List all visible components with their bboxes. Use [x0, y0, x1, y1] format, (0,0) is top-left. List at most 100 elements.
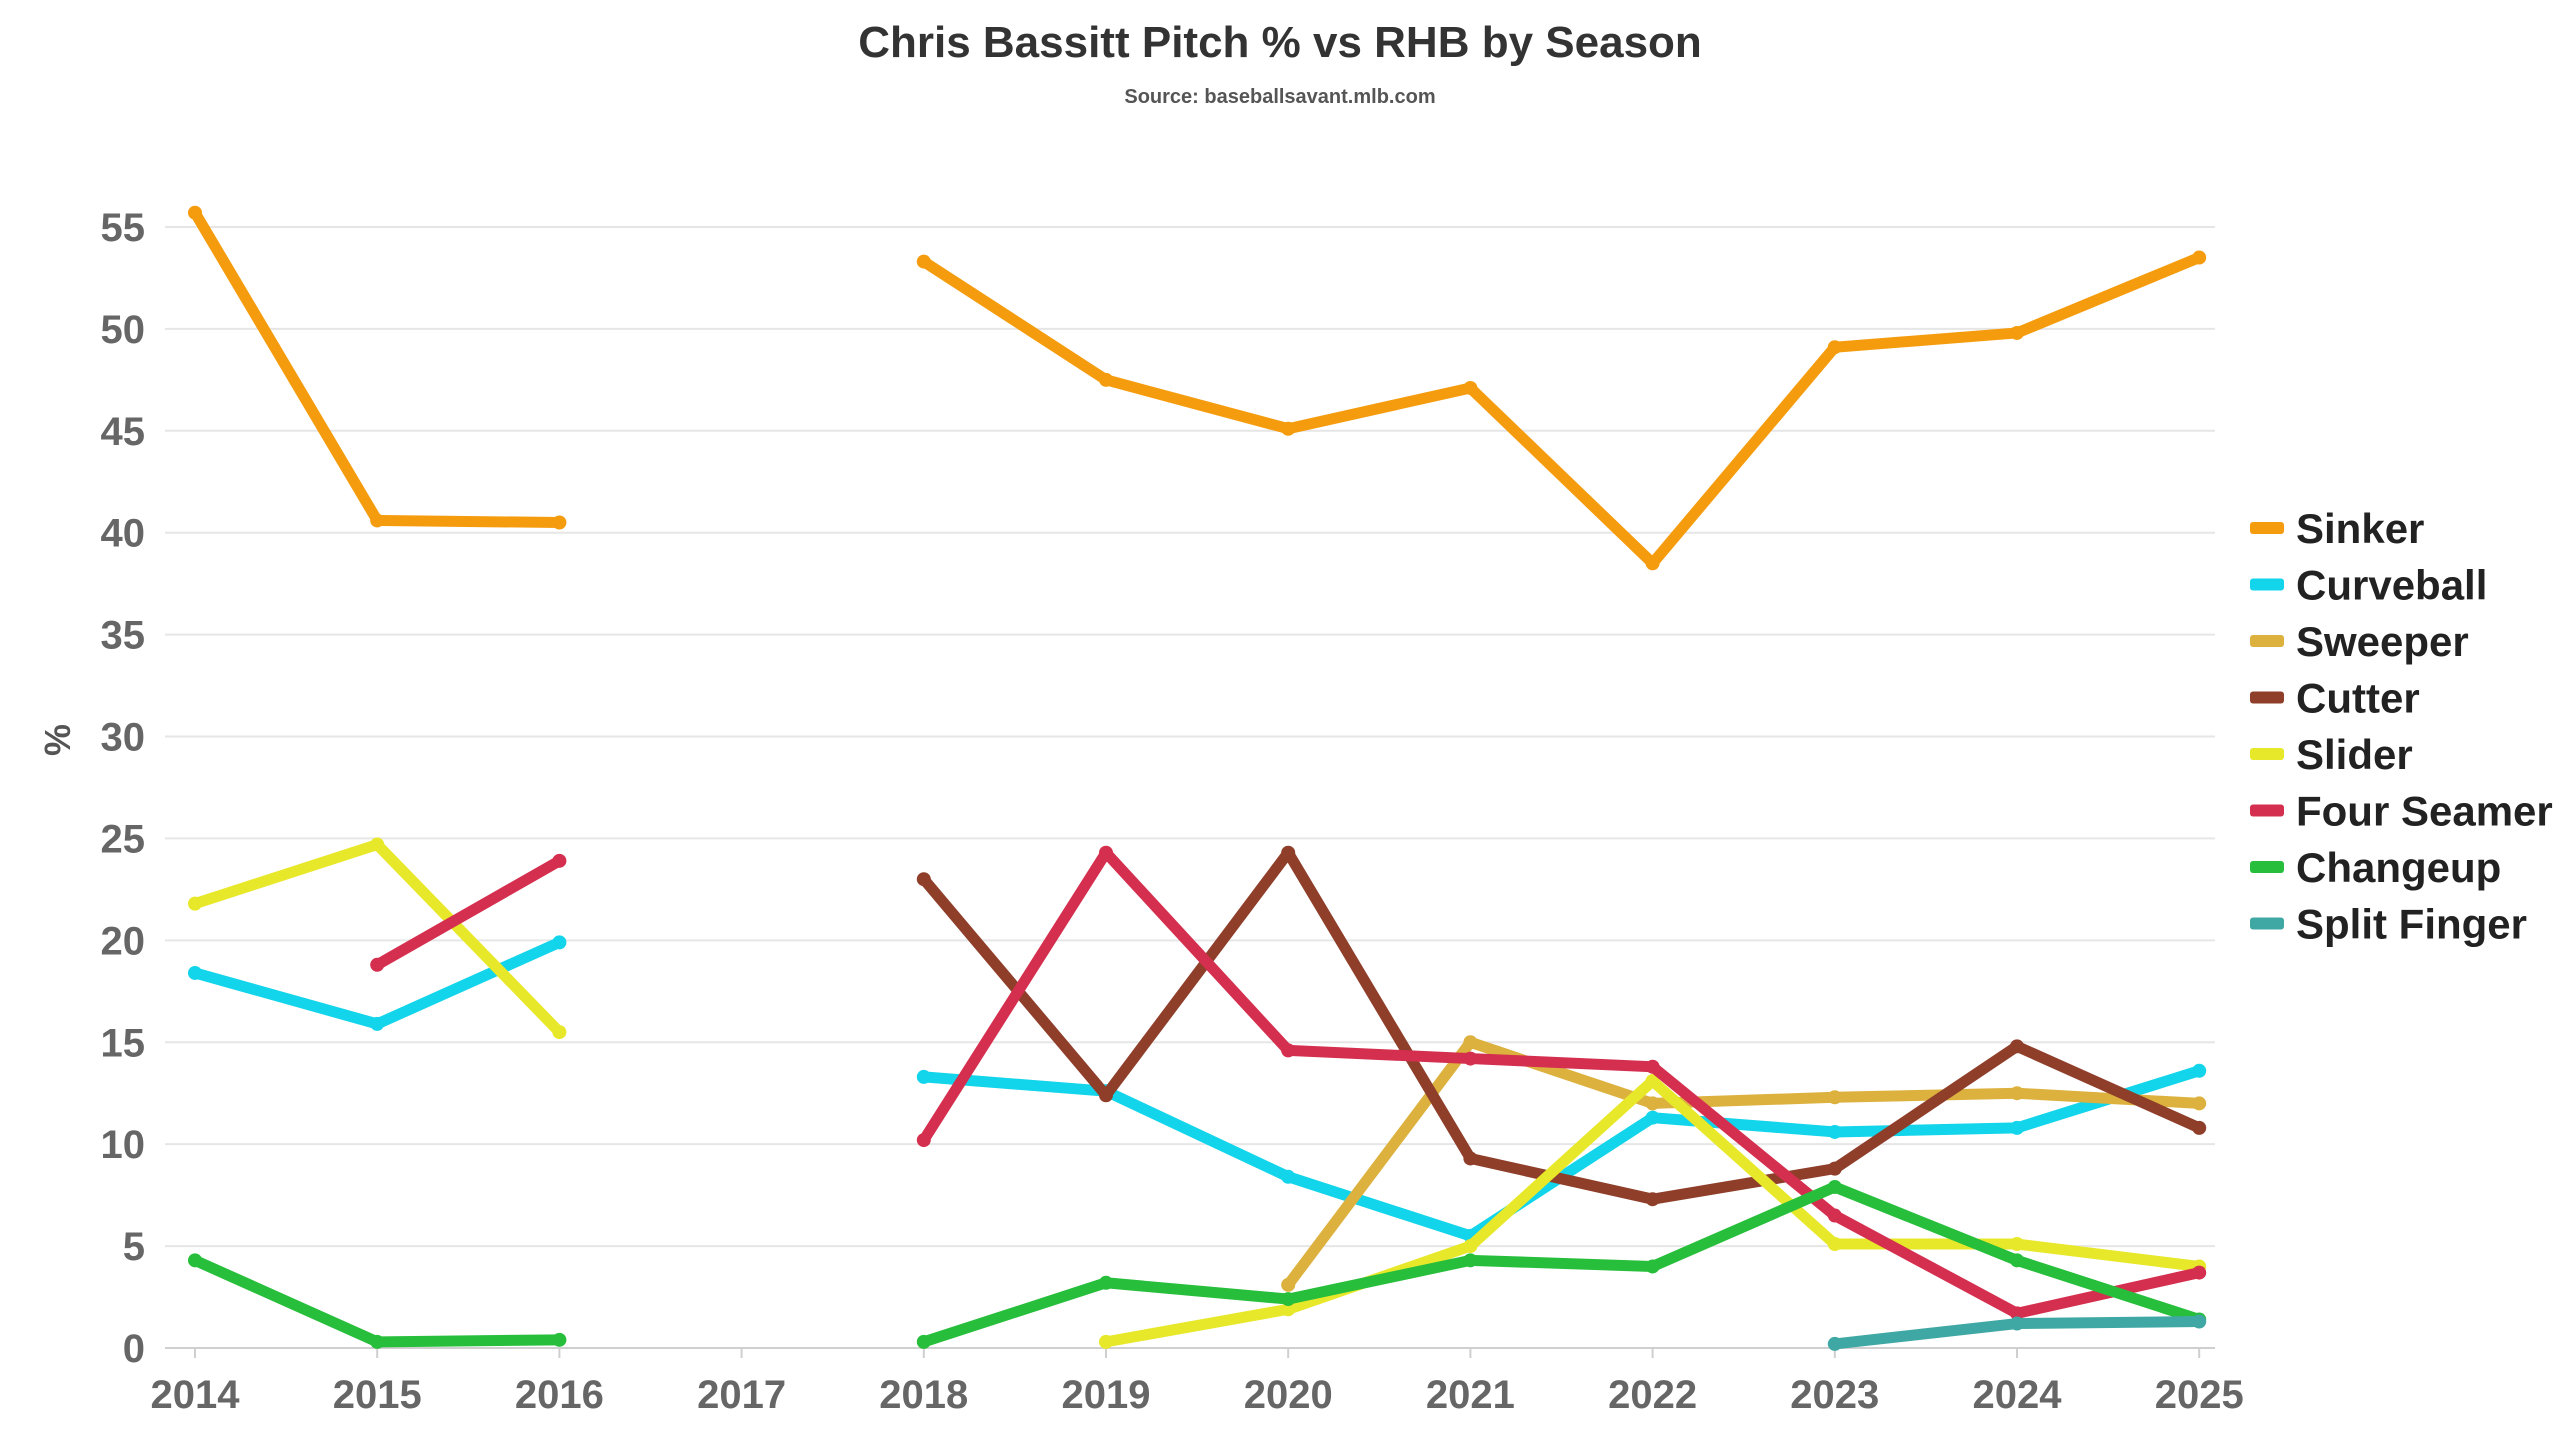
legend-item: Slider [2250, 731, 2413, 778]
data-point [2010, 1306, 2024, 1321]
data-point [2192, 1096, 2207, 1111]
legend-label: Four Seamer [2296, 788, 2553, 835]
y-tick-label: 25 [101, 817, 146, 861]
data-point [552, 853, 567, 868]
x-tick-label: 2016 [515, 1373, 604, 1417]
legend-label: Sweeper [2296, 618, 2469, 665]
legend-label: Curveball [2296, 562, 2487, 609]
data-point [552, 1332, 567, 1347]
data-point [1827, 1161, 1842, 1176]
data-point [1281, 1302, 1296, 1317]
data-point [1645, 556, 1660, 571]
y-tick-label: 45 [101, 410, 146, 454]
x-tick-label: 2023 [1790, 1373, 1879, 1417]
data-point [2010, 1120, 2024, 1135]
series-lines [188, 205, 2207, 1351]
data-point [2010, 1086, 2024, 1101]
y-tick-label: 40 [101, 512, 146, 556]
data-point [1281, 1292, 1296, 1307]
y-tick-label: 55 [101, 206, 146, 250]
series-sweeper [1281, 1035, 2207, 1292]
data-point [1827, 1336, 1842, 1351]
data-point [2010, 325, 2024, 340]
legend-label: Slider [2296, 731, 2413, 778]
series-line [189, 207, 565, 529]
x-tick-label: 2019 [1062, 1373, 1151, 1417]
legend-item: Split Finger [2250, 901, 2527, 948]
data-point [370, 513, 385, 528]
data-point [188, 1253, 202, 1268]
data-point [1281, 421, 1296, 436]
data-point [1463, 380, 1478, 395]
legend-item: Four Seamer [2250, 788, 2553, 835]
data-point [2192, 1265, 2207, 1280]
legend: Sinker Curveball Sweeper Cutter Slider Four S… [2250, 505, 2553, 948]
data-point [1827, 1237, 1842, 1252]
data-point [1281, 1169, 1296, 1184]
legend-swatch [2250, 748, 2284, 760]
data-point [1645, 1059, 1660, 1074]
x-tick-label: 2024 [1973, 1373, 2063, 1417]
data-point [2192, 250, 2207, 265]
y-tick-label: 5 [123, 1225, 145, 1269]
legend-item: Curveball [2250, 562, 2487, 609]
legend-swatch [2250, 917, 2284, 930]
x-tick-label: 2017 [697, 1373, 786, 1417]
legend-swatch [2250, 522, 2284, 534]
data-point [1099, 845, 1113, 860]
legend-item: Changeup [2250, 844, 2501, 891]
series-line [189, 839, 565, 1038]
data-point [1827, 1090, 1842, 1105]
legend-swatch [2250, 635, 2284, 647]
data-point [1645, 1192, 1660, 1207]
data-point [1827, 1179, 1842, 1194]
data-point [552, 935, 567, 950]
data-point [1645, 1073, 1660, 1088]
data-point [1645, 1259, 1660, 1274]
data-point [1463, 1035, 1478, 1050]
data-point [1645, 1110, 1660, 1125]
legend-label: Changeup [2296, 844, 2501, 891]
x-tick-label: 2025 [2155, 1373, 2244, 1417]
data-point [1827, 1124, 1842, 1139]
gridlines [165, 225, 2215, 1349]
series-split-finger [1827, 1314, 2207, 1351]
y-tick-label: 0 [123, 1327, 145, 1371]
data-point [1281, 845, 1296, 860]
legend-label: Split Finger [2296, 901, 2527, 948]
series-line [371, 855, 565, 971]
data-point [188, 965, 202, 980]
series-line [918, 252, 2205, 569]
data-point [2010, 1237, 2024, 1252]
y-tick-label: 50 [101, 308, 146, 352]
data-point [1463, 1253, 1478, 1268]
data-point [370, 1016, 385, 1031]
data-point [916, 1133, 931, 1148]
y-tick-label: 20 [101, 919, 146, 963]
chart-title: Chris Bassitt Pitch % vs RHB by Season [858, 18, 1702, 67]
data-point [1463, 1051, 1478, 1066]
x-tick-label: 2014 [151, 1373, 241, 1417]
data-point [1099, 1088, 1113, 1103]
x-tick-label: 2015 [333, 1373, 422, 1417]
series-line [918, 847, 2205, 1205]
y-tick-label: 35 [101, 614, 146, 658]
legend-swatch [2250, 804, 2284, 817]
data-point [2010, 1253, 2024, 1268]
data-point [188, 896, 202, 911]
data-point [1645, 1096, 1660, 1111]
x-tick-label: 2018 [879, 1373, 968, 1417]
series-slider [188, 837, 2207, 1349]
data-point [370, 1334, 385, 1349]
series-sinker [188, 205, 2207, 571]
data-point [916, 254, 931, 269]
x-tick-label: 2020 [1244, 1373, 1333, 1417]
data-point [552, 515, 567, 530]
data-point [1827, 1208, 1842, 1223]
series-cutter [916, 845, 2207, 1207]
data-point [1463, 1151, 1478, 1166]
data-point [188, 205, 202, 220]
